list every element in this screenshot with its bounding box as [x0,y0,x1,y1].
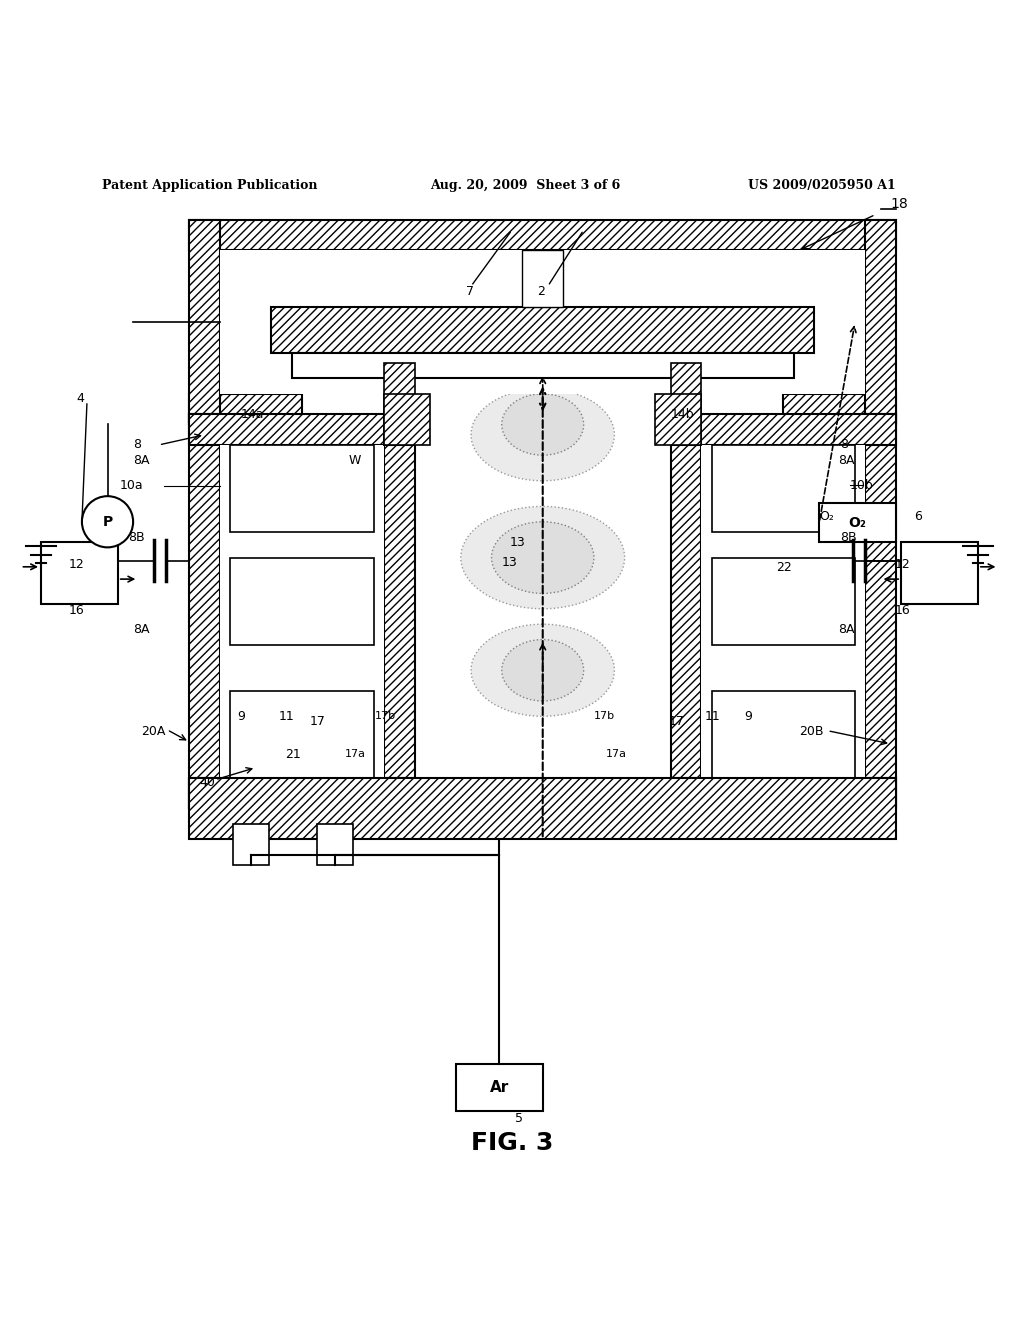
Bar [292,352,794,379]
Text: 2: 2 [538,285,546,298]
Bar [783,393,896,425]
Text: 11: 11 [705,710,720,723]
Ellipse shape [502,393,584,455]
Bar [189,777,415,808]
Bar [271,306,814,352]
Text: 12: 12 [895,558,910,572]
Bar [317,824,353,865]
Text: 8: 8 [133,438,141,451]
Text: O₂: O₂ [849,516,866,529]
Ellipse shape [502,639,584,701]
Bar [384,414,415,808]
Text: 13: 13 [510,536,525,549]
Text: 17a: 17a [606,750,628,759]
Ellipse shape [492,521,594,594]
Text: 9: 9 [744,710,753,723]
Text: FIG. 3: FIG. 3 [471,1131,553,1155]
Text: 12: 12 [69,558,84,572]
Text: 21: 21 [285,747,300,760]
Bar [865,414,896,808]
Text: P: P [102,515,113,529]
Bar [671,363,701,445]
Text: 20A: 20A [141,725,166,738]
Bar [384,393,430,445]
Text: O₂: O₂ [819,510,835,523]
Text: 6: 6 [914,510,923,523]
Bar [671,414,896,445]
Bar [671,777,896,808]
Text: 8B: 8B [840,531,856,544]
Text: US 2009/0205950 A1: US 2009/0205950 A1 [748,180,895,193]
Ellipse shape [471,624,614,717]
Bar [901,543,978,603]
Bar [230,690,374,777]
Bar [712,445,855,532]
Bar [712,690,855,777]
Text: 13: 13 [502,556,517,569]
Bar [655,393,701,445]
Text: 14a: 14a [241,408,264,421]
Ellipse shape [471,388,614,480]
Bar [230,445,374,532]
Text: 11: 11 [279,710,294,723]
Bar [671,414,701,808]
Bar [819,503,896,543]
Text: 8A: 8A [838,623,854,636]
Text: 17: 17 [669,715,685,727]
Text: Patent Application Publication: Patent Application Publication [102,180,317,193]
Bar [522,251,563,306]
Text: 16: 16 [895,605,910,618]
Bar [189,777,896,840]
Bar [41,543,118,603]
Text: 14b: 14b [671,408,694,421]
Bar [220,251,865,393]
Bar [230,557,374,644]
Text: 17a: 17a [345,750,367,759]
Text: 8: 8 [840,438,848,451]
Circle shape [82,496,133,548]
Bar [712,557,855,644]
Bar [456,1064,543,1110]
Bar [384,363,415,445]
Text: 10b: 10b [850,479,873,492]
Bar [189,219,896,251]
Bar [189,414,220,808]
Text: 17b: 17b [594,711,615,721]
Text: 8A: 8A [133,454,150,467]
Text: 10a: 10a [120,479,143,492]
Bar [189,219,220,425]
Text: 5: 5 [515,1113,523,1125]
Bar [189,393,302,425]
Text: 7: 7 [466,285,474,298]
Bar [220,445,384,777]
Bar [865,219,896,425]
Bar [233,824,269,865]
Bar [701,445,865,777]
Text: 18: 18 [891,197,908,211]
Text: 8B: 8B [128,531,144,544]
Text: 22: 22 [776,561,792,574]
Text: 9: 9 [238,710,246,723]
Ellipse shape [461,507,625,609]
Text: 8A: 8A [133,623,150,636]
Text: 8A: 8A [838,454,854,467]
Bar [189,414,415,445]
Text: 17b: 17b [375,711,396,721]
Text: 4: 4 [77,392,85,405]
Text: Ar: Ar [489,1080,509,1096]
Text: W: W [348,454,360,467]
Text: Aug. 20, 2009  Sheet 3 of 6: Aug. 20, 2009 Sheet 3 of 6 [430,180,621,193]
Text: 17: 17 [309,715,326,727]
Text: 40: 40 [200,776,216,789]
Text: 16: 16 [69,605,84,618]
Text: 20B: 20B [799,725,823,738]
